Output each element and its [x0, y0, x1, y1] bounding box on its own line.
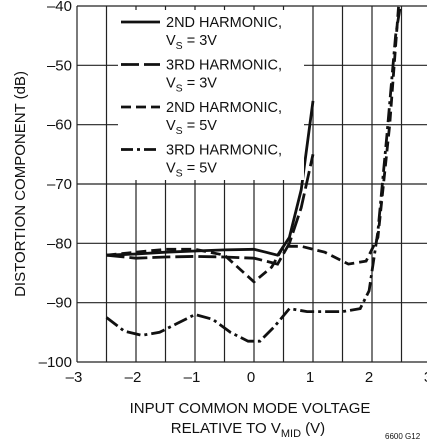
x-tick-label: –3 [66, 369, 83, 386]
legend-label: 3RD HARMONIC, [166, 58, 282, 74]
figure-code: 6600 G12 [385, 432, 421, 441]
legend-label: 2ND HARMONIC, [166, 100, 282, 116]
y-tick-label: –90 [47, 295, 72, 312]
x-tick-label: –1 [184, 369, 201, 386]
series-line-4 [105, 6, 402, 343]
series-line-1 [106, 100, 315, 257]
x-axis-title: INPUT COMMON MODE VOLTAGE [130, 400, 371, 417]
legend-label: 2ND HARMONIC, [166, 15, 282, 31]
x-tick-label: –2 [125, 369, 142, 386]
y-tick-label: –50 [47, 57, 72, 74]
x-tick-label: 3 [424, 369, 427, 386]
legend-background [118, 10, 304, 180]
y-tick-label: –80 [47, 235, 72, 252]
legend-label: 3RD HARMONIC, [166, 143, 282, 159]
y-tick-label: –40 [47, 0, 72, 15]
legend: 2ND HARMONIC, VS = 3V 3RD HARMONIC, VS = 3V… [121, 15, 282, 180]
x-tick-label: 2 [365, 369, 373, 386]
y-tick-label: –60 [47, 117, 72, 134]
y-tick-label: –100 [39, 354, 72, 371]
x-axis-title-line2: RELATIVE TO VMID (V) [171, 420, 325, 440]
y-tick-label: –70 [47, 176, 72, 193]
legend-label-line2: VS = 5V [166, 118, 217, 137]
legend-label-line2: VS = 3V [166, 76, 217, 95]
legend-label-line2: VS = 3V [166, 33, 217, 52]
x-tick-labels: –3 –2 –1 0 1 2 3 [66, 369, 427, 386]
series-layer [105, 6, 402, 343]
series-line-2 [106, 153, 315, 266]
y-axis-title: DISTORTION COMPONENT (dB) [12, 71, 29, 297]
legend-label-line2: VS = 5V [166, 161, 217, 180]
y-tick-labels: –100 –90 –80 –70 –60 –50 –40 [39, 0, 72, 371]
x-tick-label: 0 [247, 369, 255, 386]
x-tick-label: 1 [306, 369, 314, 386]
series-line-3 [106, 6, 400, 284]
